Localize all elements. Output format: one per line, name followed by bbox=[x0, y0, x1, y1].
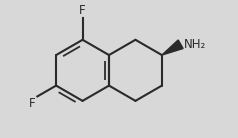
Text: NH₂: NH₂ bbox=[183, 38, 206, 51]
Polygon shape bbox=[162, 40, 183, 55]
Text: F: F bbox=[79, 4, 86, 17]
Text: F: F bbox=[29, 97, 35, 110]
